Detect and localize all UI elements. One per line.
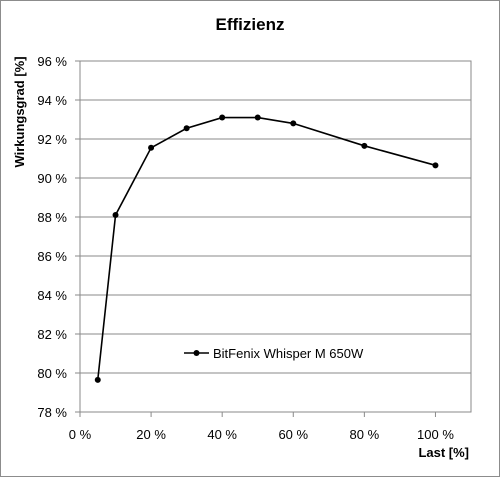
data-point bbox=[183, 125, 190, 132]
data-point bbox=[361, 142, 368, 149]
y-axis-title: Wirkungsgrad [%] bbox=[12, 56, 27, 167]
y-tick-label: 86 % bbox=[37, 249, 67, 264]
data-point bbox=[94, 376, 101, 383]
y-tick-label: 96 % bbox=[37, 54, 67, 69]
x-tick-label: 60 % bbox=[278, 427, 308, 442]
series-layer bbox=[94, 114, 439, 383]
data-point bbox=[254, 114, 261, 121]
data-point bbox=[148, 144, 155, 151]
data-point bbox=[432, 162, 439, 169]
legend: BitFenix Whisper M 650W bbox=[184, 346, 364, 361]
x-tick-label: 0 % bbox=[69, 427, 92, 442]
x-axis-ticks: 0 % 20 % 40 % 60 % 80 % 100 % bbox=[69, 412, 454, 442]
x-axis-title: Last [%] bbox=[418, 445, 469, 460]
y-tick-label: 92 % bbox=[37, 132, 67, 147]
y-tick-label: 80 % bbox=[37, 366, 67, 381]
x-tick-label: 80 % bbox=[350, 427, 380, 442]
y-tick-label: 84 % bbox=[37, 288, 67, 303]
data-point bbox=[290, 120, 297, 127]
x-tick-label: 40 % bbox=[207, 427, 237, 442]
chart-title: Effizienz bbox=[216, 15, 285, 34]
y-tick-label: 78 % bbox=[37, 405, 67, 420]
data-point bbox=[219, 114, 226, 121]
y-tick-label: 88 % bbox=[37, 210, 67, 225]
x-tick-label: 100 % bbox=[417, 427, 454, 442]
plot-area bbox=[79, 60, 472, 413]
y-tick-label: 82 % bbox=[37, 327, 67, 342]
grid-lines bbox=[80, 99, 471, 374]
y-axis-ticks: 78 % 80 % 82 % 84 % 86 % 88 % 90 % 92 % 94 % 96 % bbox=[37, 54, 80, 420]
x-tick-label: 20 % bbox=[136, 427, 166, 442]
legend-marker-swatch bbox=[193, 350, 200, 356]
data-point bbox=[112, 212, 119, 219]
y-tick-label: 90 % bbox=[37, 171, 67, 186]
series-line-0 bbox=[96, 116, 436, 380]
y-tick-label: 94 % bbox=[37, 93, 67, 108]
legend-label: BitFenix Whisper M 650W bbox=[213, 346, 364, 361]
